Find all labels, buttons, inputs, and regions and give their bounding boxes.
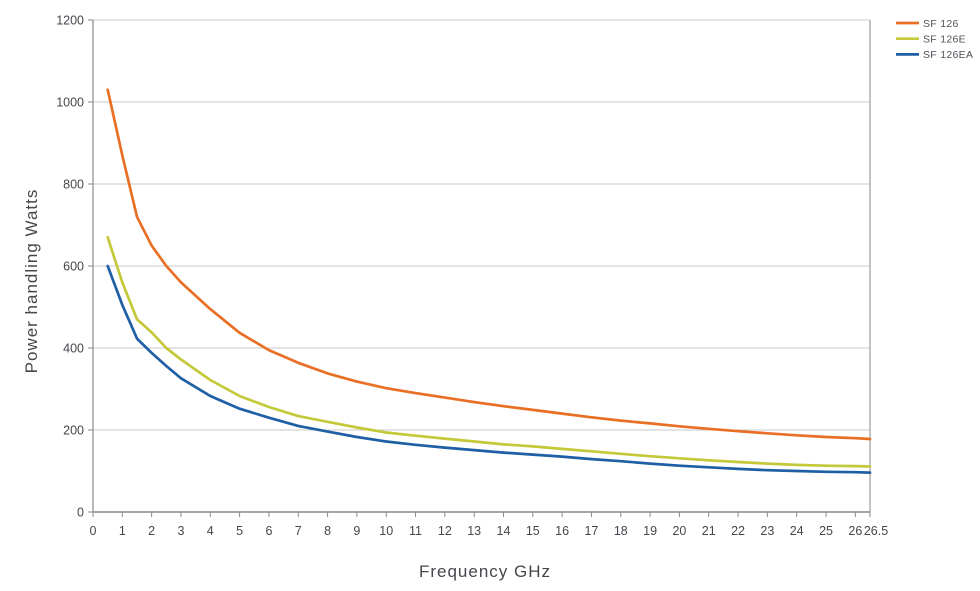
x-tick-label-11: 11 [409,524,422,538]
y-axis-title: Power handling Watts [22,189,41,374]
x-tick-label-8: 8 [324,524,331,538]
y-tick-label-400: 400 [63,342,84,356]
x-tick-label-26.5: 26.5 [864,524,888,538]
x-tick-label-23: 23 [760,524,774,538]
y-tick-label-800: 800 [63,178,84,192]
x-tick-label-22: 22 [731,524,745,538]
x-tick-label-6: 6 [265,524,272,538]
series-line-sf-126ea [106,264,872,474]
y-tick-label-200: 200 [63,424,84,438]
x-tick-label-15: 15 [526,524,540,538]
x-tick-label-1: 1 [119,524,126,538]
x-tick-label-7: 7 [295,524,302,538]
y-tick-label-1000: 1000 [56,96,84,110]
x-tick-label-21: 21 [702,524,716,538]
x-axis-title: Frequency GHz [419,562,551,581]
legend-label-sf-126: SF 126 [923,18,959,30]
x-tick-label-25: 25 [819,524,833,538]
x-tick-label-16: 16 [555,524,569,538]
x-tick-label-2: 2 [148,524,155,538]
x-tick-label-12: 12 [438,524,452,538]
x-tick-label-17: 17 [584,524,598,538]
x-tick-label-3: 3 [177,524,184,538]
y-tick-label-600: 600 [63,260,84,274]
x-tick-label-0: 0 [90,524,97,538]
legend-label-sf-126ea: SF 126EA [923,49,973,61]
x-tick-label-19: 19 [643,524,657,538]
y-tick-label-1200: 1200 [56,14,84,28]
x-tick-label-5: 5 [236,524,243,538]
x-tick-label-9: 9 [353,524,360,538]
x-tick-label-20: 20 [672,524,686,538]
x-tick-label-24: 24 [790,524,804,538]
x-tick-label-4: 4 [207,524,214,538]
x-tick-label-14: 14 [497,524,511,538]
legend-label-sf-126e: SF 126E [923,34,966,46]
series-line-sf-126 [106,88,872,441]
series-line-sf-126e [106,235,872,468]
x-tick-label-13: 13 [467,524,481,538]
x-tick-label-18: 18 [614,524,628,538]
x-tick-label-26: 26 [848,524,862,538]
x-tick-label-10: 10 [379,524,393,538]
y-tick-label-0: 0 [77,506,84,520]
